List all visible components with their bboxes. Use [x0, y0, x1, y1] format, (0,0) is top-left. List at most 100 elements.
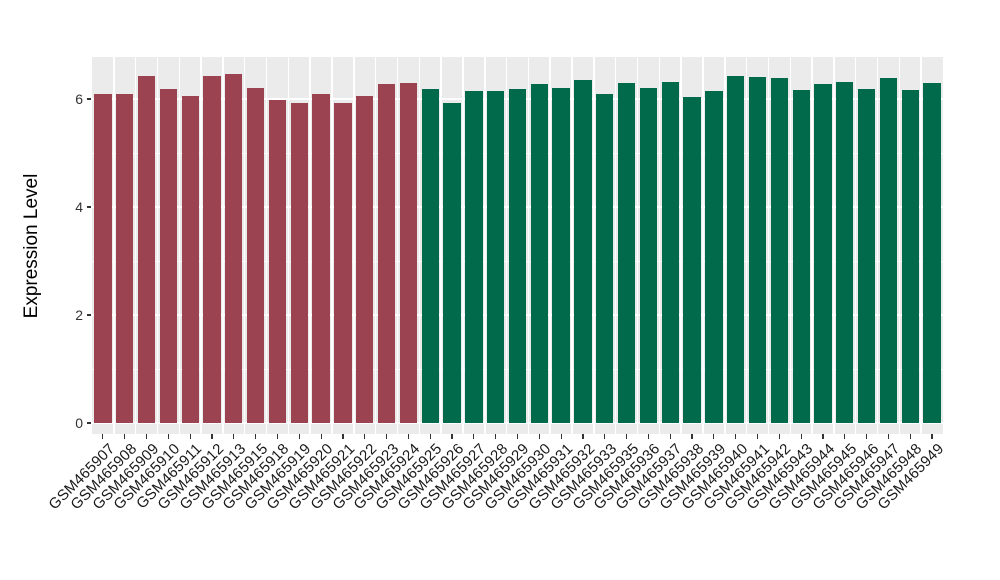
bar-GSM465937	[661, 81, 679, 423]
x-tick	[516, 434, 519, 439]
x-tick	[298, 434, 300, 439]
x-tick	[844, 434, 846, 439]
bar-GSM465949	[923, 83, 941, 423]
x-tick	[778, 434, 780, 439]
gridline-x	[156, 57, 159, 434]
x-tick	[385, 434, 388, 439]
x-tick	[167, 434, 169, 439]
bar-GSM465919	[290, 103, 308, 423]
x-tick	[233, 434, 235, 439]
gridline-x	[702, 57, 704, 434]
bar-GSM465911	[181, 95, 199, 423]
bar-GSM465918	[268, 99, 287, 423]
gridline-x	[222, 57, 224, 434]
gridline-x	[134, 57, 137, 434]
bar-GSM465910	[159, 89, 178, 423]
bar-GSM465924	[399, 82, 418, 423]
bar-GSM465931	[552, 87, 570, 423]
bar-GSM465921	[334, 102, 352, 423]
gridline-x	[680, 57, 682, 434]
x-tick	[255, 434, 257, 439]
x-tick	[713, 434, 715, 439]
gridline-x	[614, 57, 617, 434]
bar-GSM465936	[639, 88, 658, 423]
bar-GSM465948	[901, 90, 919, 423]
bar-GSM465915	[247, 87, 265, 423]
x-tick	[582, 434, 584, 439]
plot-panel	[92, 57, 943, 434]
bar-GSM465933	[596, 93, 614, 423]
gridline-y-major	[92, 422, 943, 424]
x-tick	[691, 434, 693, 439]
gridline-x	[309, 57, 311, 434]
bar-GSM465928	[487, 91, 505, 423]
x-tick	[560, 434, 562, 439]
x-tick	[320, 434, 322, 439]
bar-GSM465929	[508, 88, 527, 423]
gridline-x	[767, 57, 770, 434]
x-tick	[647, 434, 649, 439]
x-tick	[364, 434, 366, 439]
bar-GSM465944	[814, 83, 832, 423]
gridline-x	[724, 57, 726, 434]
x-tick	[538, 434, 540, 439]
bar-GSM465912	[203, 75, 221, 423]
gridline-x	[200, 57, 202, 434]
gridline-x	[789, 57, 791, 434]
y-tick	[87, 422, 91, 424]
gridline-x	[920, 57, 922, 434]
bar-GSM465922	[356, 95, 374, 423]
bar-GSM465909	[137, 75, 156, 423]
gridline-x	[876, 57, 879, 434]
gridline-x	[265, 57, 268, 434]
gridline-x	[353, 57, 355, 434]
y-tick	[87, 98, 91, 100]
x-tick	[887, 434, 890, 439]
bar-GSM465926	[443, 102, 461, 423]
bar-GSM465930	[530, 84, 548, 423]
y-tick-label: 0	[75, 415, 83, 431]
gridline-x	[505, 57, 508, 434]
bar-GSM465945	[836, 81, 854, 423]
gridline-x	[811, 57, 813, 434]
x-tick	[626, 434, 628, 439]
bar-GSM465947	[879, 77, 898, 423]
x-tick	[276, 434, 279, 439]
gridline-x	[833, 57, 835, 434]
gridline-x	[287, 57, 290, 434]
gridline-x	[396, 57, 399, 434]
gridline-x	[527, 57, 530, 434]
bar-GSM465925	[421, 89, 439, 423]
x-tick	[451, 434, 453, 439]
bar-GSM465923	[377, 83, 396, 423]
gridline-x	[854, 57, 857, 434]
gridline-x	[571, 57, 573, 434]
gridline-x	[636, 57, 639, 434]
x-tick	[189, 434, 191, 439]
x-tick	[866, 434, 868, 439]
bar-GSM465935	[617, 82, 636, 423]
bar-GSM465940	[727, 75, 745, 423]
y-tick	[87, 314, 91, 316]
x-tick	[342, 434, 344, 439]
x-tick	[800, 434, 802, 439]
gridline-x	[462, 57, 464, 434]
gridline-x	[374, 57, 377, 434]
x-tick	[145, 434, 148, 439]
y-axis-title: Expression Level	[21, 173, 42, 319]
x-tick	[669, 434, 671, 439]
gridline-x	[593, 57, 595, 434]
bar-GSM465913	[225, 73, 243, 423]
gridline-x	[549, 57, 551, 434]
x-tick	[473, 434, 475, 439]
y-tick	[87, 206, 91, 208]
bar-GSM465920	[312, 94, 330, 423]
x-tick	[735, 434, 737, 439]
gridline-x	[178, 57, 181, 434]
bar-GSM465932	[574, 79, 592, 423]
x-tick	[407, 434, 409, 439]
x-tick	[909, 434, 911, 439]
gridline-x	[898, 57, 901, 434]
x-tick	[822, 434, 824, 439]
